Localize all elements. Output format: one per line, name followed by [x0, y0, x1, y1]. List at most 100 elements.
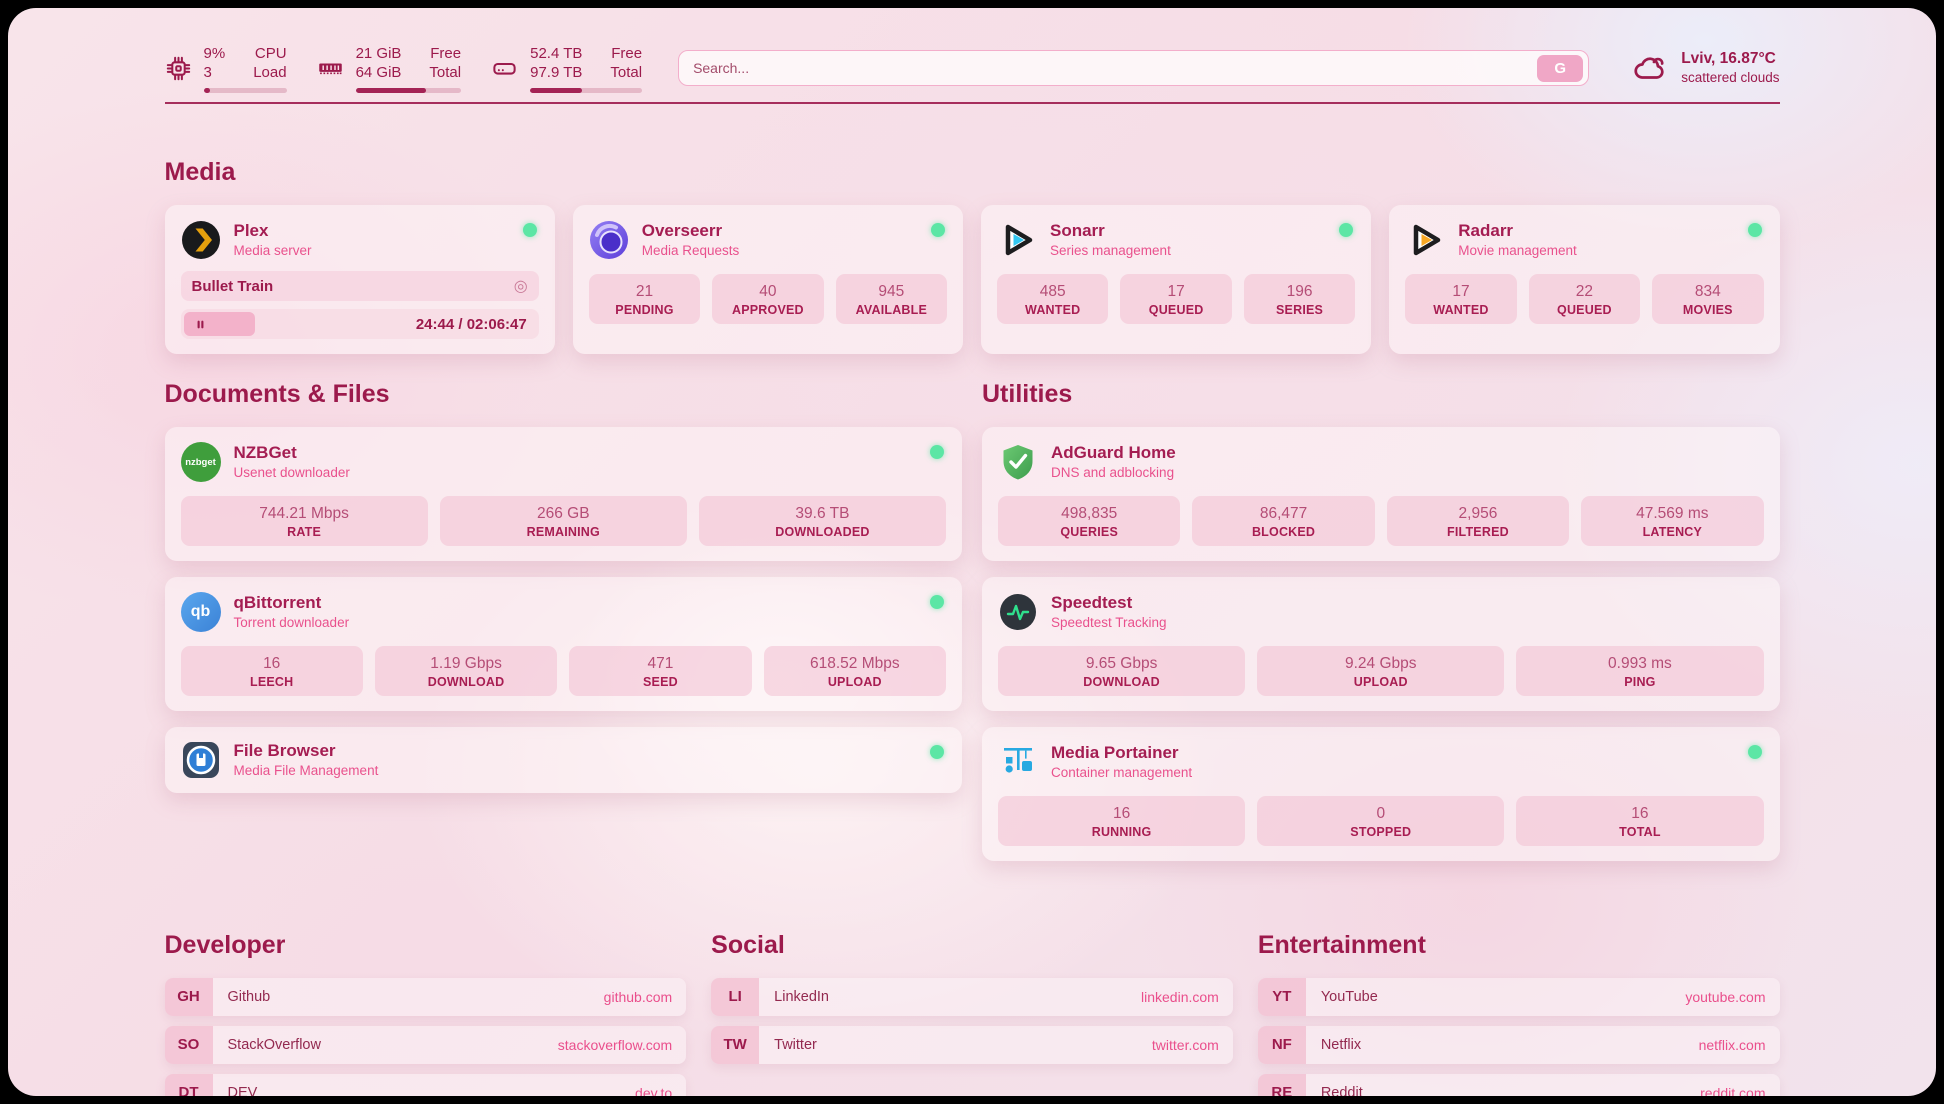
stat-label: DOWNLOAD [1083, 674, 1160, 689]
card-adguard[interactable]: AdGuard Home DNS and adblocking 498,835 … [982, 427, 1780, 561]
utilities-section-title: Utilities [982, 380, 1073, 408]
card-filebrowser[interactable]: File Browser Media File Management [164, 726, 962, 793]
now-playing-row: Bullet Train ◎ [180, 271, 539, 301]
documents-section-title: Documents & Files [164, 380, 390, 408]
status-dot [1339, 223, 1354, 237]
app-name: Radarr [1458, 221, 1514, 241]
bookmark-dev[interactable]: DT DEV dev.to [164, 1073, 687, 1096]
stat-label: LATENCY [1642, 524, 1703, 539]
stat-tile-filtered: 2,956 FILTERED [1386, 496, 1570, 546]
stat-tile-latency: 47.569 ms LATENCY [1581, 496, 1764, 546]
card-plex[interactable]: Plex Media server Bullet Train ◎ [164, 205, 555, 354]
bookmark-abbr: DT [164, 1073, 213, 1096]
app-subtitle: Media Requests [641, 243, 740, 259]
stat-value: 17 [1167, 283, 1185, 300]
search-input[interactable] [693, 60, 1538, 76]
stat-label: BLOCKED [1251, 524, 1316, 539]
dashboard-page: 9% 3 CPU Load [8, 8, 1936, 1096]
bookmark-abbr: TW [711, 1025, 760, 1064]
bookmark-twitter[interactable]: TW Twitter twitter.com [711, 1025, 1233, 1064]
bookmark-github[interactable]: GH Github github.com [164, 977, 687, 1016]
bookmark-url: netflix.com [1698, 1036, 1766, 1053]
top-bar: 9% 3 CPU Load [165, 8, 1780, 100]
bookmark-abbr: RE [1257, 1073, 1306, 1096]
disk-total-value: 97.9 TB [530, 64, 583, 81]
cpu-stat: 9% 3 CPU Load [165, 44, 287, 93]
memory-progress-bar [355, 87, 462, 93]
bookmark-abbr: NF [1257, 1025, 1306, 1064]
pause-icon[interactable] [193, 317, 208, 332]
stat-value: 471 [647, 654, 674, 672]
stat-label: UPLOAD [1353, 674, 1408, 689]
stat-label: PENDING [615, 302, 674, 317]
bookmark-stackoverflow[interactable]: SO StackOverflow stackoverflow.com [164, 1025, 687, 1064]
stat-tile-upload: 618.52 Mbps UPLOAD [763, 645, 946, 696]
stat-value: 498,835 [1061, 505, 1118, 522]
cpu-load-value: 3 [203, 64, 212, 81]
section-developer: Developer GH Github github.com SO StackO… [164, 931, 687, 1096]
app-name: NZBGet [233, 443, 297, 463]
app-name: AdGuard Home [1051, 443, 1176, 463]
stat-label: PING [1624, 674, 1656, 689]
stat-label: RATE [287, 524, 322, 539]
stat-value: 40 [759, 283, 777, 300]
bookmark-linkedin[interactable]: LI LinkedIn linkedin.com [711, 977, 1233, 1016]
app-subtitle: Usenet downloader [233, 465, 350, 481]
stat-label: DOWNLOAD [427, 674, 505, 689]
adguard-icon [998, 442, 1038, 482]
status-dot [1747, 223, 1762, 237]
app-subtitle: Container management [1051, 765, 1193, 781]
stat-label: TOTAL [1619, 824, 1661, 839]
app-subtitle: Media File Management [233, 763, 379, 779]
player-progress-bar: 24:44 / 02:06:47 [180, 309, 539, 339]
stat-tile-stopped: 0 STOPPED [1257, 795, 1505, 846]
card-sonarr[interactable]: Sonarr Series management 485 WANTED 17 Q… [981, 205, 1372, 354]
card-speedtest[interactable]: Speedtest Speedtest Tracking 9.65 Gbps D… [982, 576, 1780, 711]
status-dot [930, 594, 944, 609]
stat-label: WANTED [1433, 302, 1489, 317]
bookmark-url: youtube.com [1685, 988, 1766, 1005]
card-portainer[interactable]: Media Portainer Container management 16 … [982, 726, 1780, 861]
section-documents: Documents & Files nzbget NZBGet Usenet d… [164, 380, 962, 877]
bookmark-name: LinkedIn [774, 988, 829, 1005]
system-stats: 9% 3 CPU Load [165, 44, 643, 93]
stat-value: 86,477 [1259, 505, 1308, 522]
stat-tile-total: 16 TOTAL [1516, 795, 1764, 846]
card-radarr[interactable]: Radarr Movie management 17 WANTED 22 QUE… [1389, 205, 1780, 354]
bookmark-reddit[interactable]: RE Reddit reddit.com [1257, 1073, 1780, 1096]
stat-value: 196 [1286, 283, 1313, 300]
bookmark-name: Twitter [774, 1036, 817, 1053]
weather-condition: scattered clouds [1681, 70, 1780, 86]
bookmark-name: Github [227, 988, 271, 1005]
bookmark-youtube[interactable]: YT YouTube youtube.com [1257, 977, 1780, 1016]
bookmark-abbr: SO [164, 1025, 213, 1064]
search-bar: G [678, 50, 1590, 86]
bookmark-url: twitter.com [1151, 1036, 1219, 1053]
bookmark-netflix[interactable]: NF Netflix netflix.com [1257, 1025, 1780, 1064]
stat-value: 22 [1575, 283, 1593, 300]
app-subtitle: Torrent downloader [233, 615, 350, 631]
app-name: Sonarr [1050, 221, 1105, 241]
filebrowser-icon [181, 740, 221, 780]
bookmark-name: Reddit [1320, 1084, 1363, 1096]
disk-progress-bar [530, 87, 643, 93]
stat-tile-approved: 40 APPROVED [712, 274, 824, 324]
search-engine-button[interactable]: G [1537, 54, 1584, 82]
stat-label: UPLOAD [827, 674, 882, 689]
card-qbittorrent[interactable]: qb qBittorrent Torrent downloader 16 LEE… [164, 576, 962, 711]
stat-tile-available: 945 AVAILABLE [835, 274, 948, 324]
bookmark-url: stackoverflow.com [557, 1036, 673, 1053]
sonarr-icon [997, 220, 1037, 260]
bookmark-abbr: YT [1257, 977, 1306, 1016]
card-overseerr[interactable]: Overseerr Media Requests 21 PENDING 40 A… [572, 205, 963, 354]
stat-tile-downloaded: 39.6 TB DOWNLOADED [698, 496, 947, 546]
card-nzbget[interactable]: nzbget NZBGet Usenet downloader 744.21 M… [164, 427, 962, 561]
stat-value: 618.52 Mbps [810, 654, 900, 672]
weather-widget[interactable]: Lviv, 16.87°C scattered clouds [1631, 49, 1780, 87]
radarr-icon [1405, 220, 1445, 260]
stat-tile-download: 9.65 Gbps DOWNLOAD [998, 645, 1246, 696]
stat-value: 39.6 TB [795, 505, 850, 522]
stat-label: FILTERED [1447, 524, 1509, 539]
bookmark-abbr: GH [164, 977, 213, 1016]
weather-location-temp: Lviv, 16.87°C [1681, 50, 1776, 68]
